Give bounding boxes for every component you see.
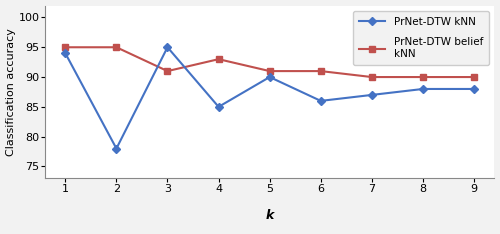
Line: PrNet-DTW kNN: PrNet-DTW kNN xyxy=(62,44,477,151)
PrNet-DTW belief
kNN xyxy=(471,76,477,78)
PrNet-DTW belief
kNN xyxy=(266,70,272,73)
PrNet-DTW kNN xyxy=(369,94,375,96)
PrNet-DTW kNN xyxy=(471,88,477,90)
Legend: PrNet-DTW kNN, PrNet-DTW belief
kNN: PrNet-DTW kNN, PrNet-DTW belief kNN xyxy=(353,11,489,65)
PrNet-DTW kNN xyxy=(164,46,170,49)
PrNet-DTW belief
kNN xyxy=(369,76,375,78)
PrNet-DTW belief
kNN xyxy=(216,58,222,61)
PrNet-DTW belief
kNN xyxy=(114,46,119,49)
X-axis label: k: k xyxy=(266,209,274,223)
Line: PrNet-DTW belief
kNN: PrNet-DTW belief kNN xyxy=(62,44,478,80)
PrNet-DTW belief
kNN xyxy=(420,76,426,78)
PrNet-DTW belief
kNN xyxy=(318,70,324,73)
PrNet-DTW kNN xyxy=(216,106,222,108)
Y-axis label: Classification accuracy: Classification accuracy xyxy=(6,28,16,156)
PrNet-DTW belief
kNN xyxy=(62,46,68,49)
PrNet-DTW kNN xyxy=(420,88,426,90)
PrNet-DTW belief
kNN xyxy=(164,70,170,73)
PrNet-DTW kNN xyxy=(62,52,68,55)
PrNet-DTW kNN xyxy=(266,76,272,78)
PrNet-DTW kNN xyxy=(114,147,119,150)
PrNet-DTW kNN xyxy=(318,99,324,102)
